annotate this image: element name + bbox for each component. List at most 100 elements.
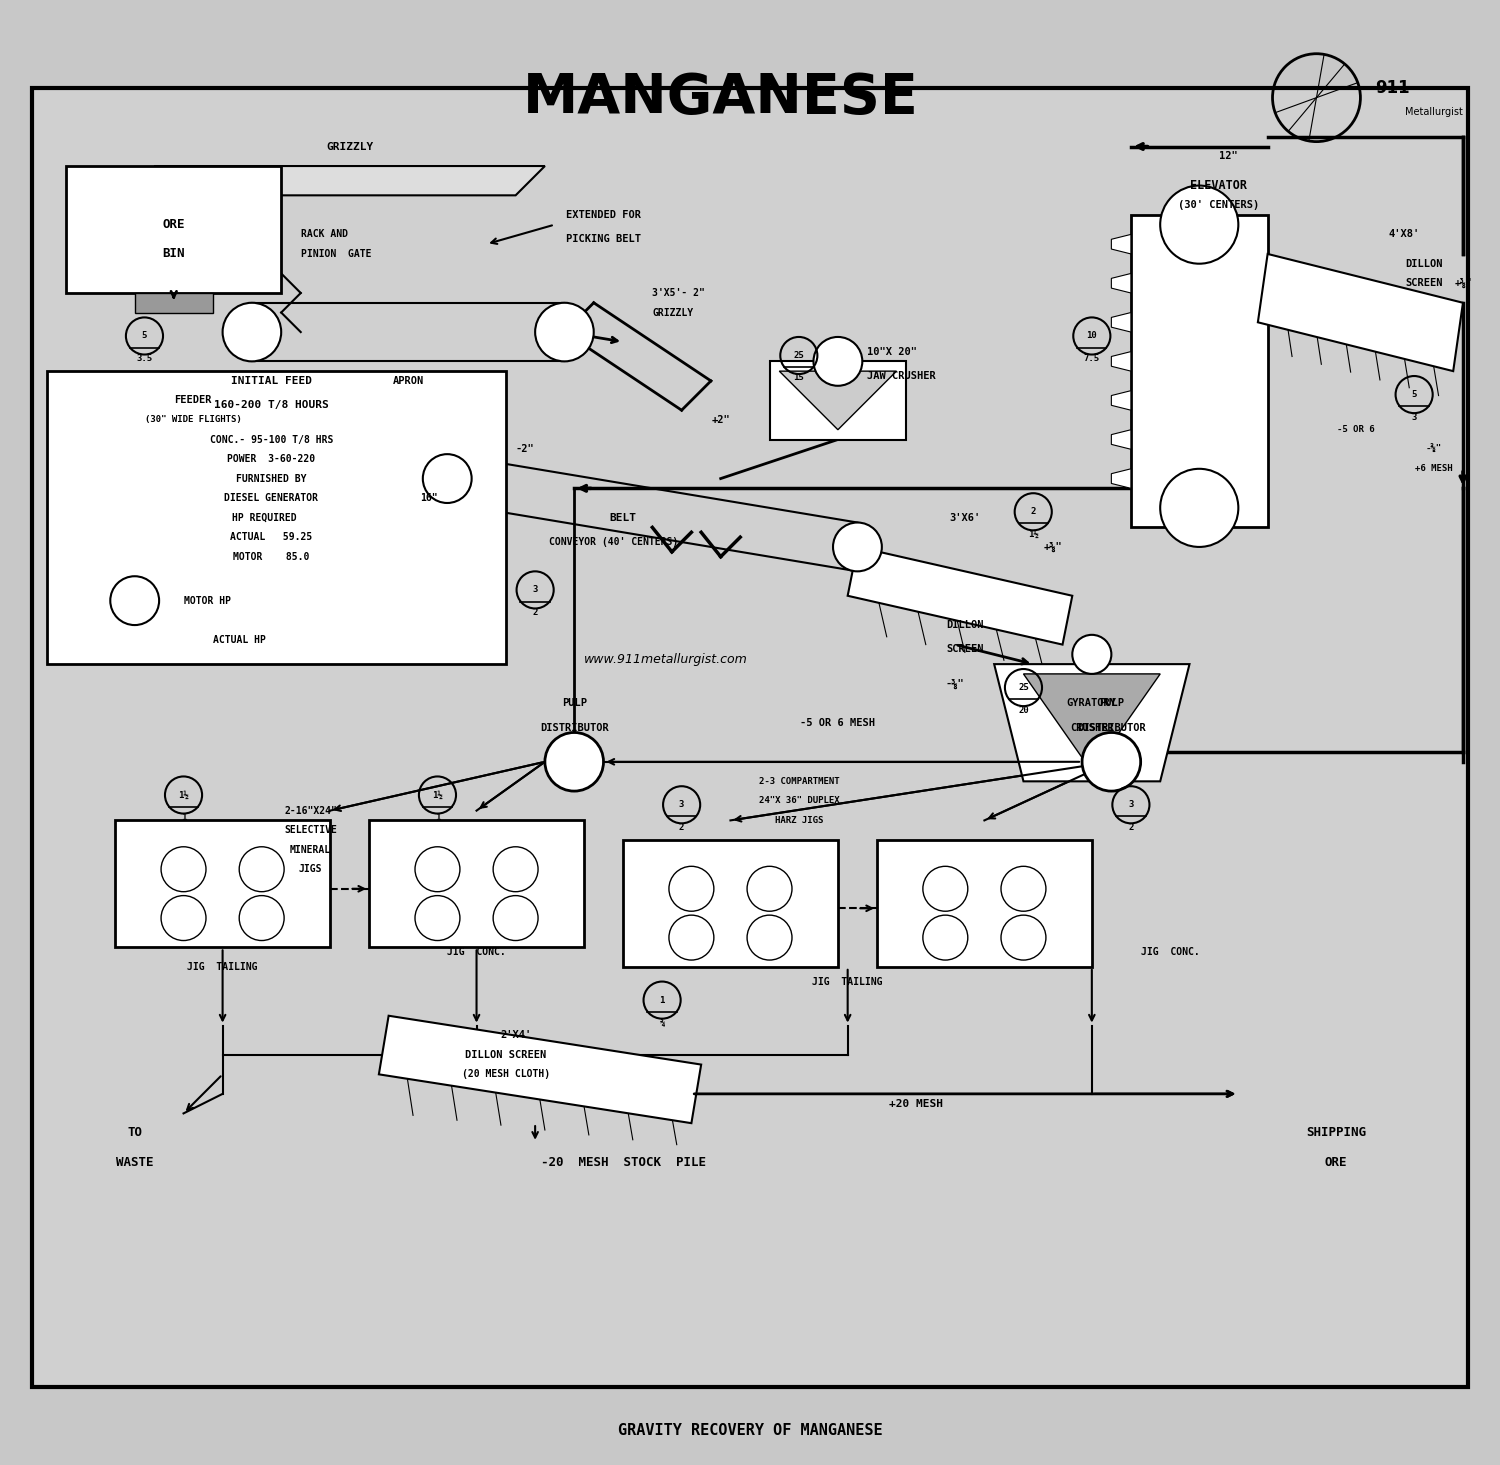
Circle shape xyxy=(813,337,862,385)
Text: 10: 10 xyxy=(1086,331,1096,340)
Text: DILLON: DILLON xyxy=(946,620,984,630)
Text: MOTOR HP: MOTOR HP xyxy=(183,596,231,605)
Bar xyxy=(66,166,280,293)
Polygon shape xyxy=(1112,469,1131,488)
Text: GRAVITY RECOVERY OF MANGANESE: GRAVITY RECOVERY OF MANGANESE xyxy=(618,1424,882,1439)
Polygon shape xyxy=(154,166,544,195)
Circle shape xyxy=(238,895,284,941)
Text: BIN: BIN xyxy=(162,248,184,261)
Circle shape xyxy=(536,303,594,362)
Bar xyxy=(770,362,906,440)
Polygon shape xyxy=(847,546,1072,645)
Text: 10"X 20": 10"X 20" xyxy=(867,347,916,356)
Text: POWER  3-60-220: POWER 3-60-220 xyxy=(228,454,315,464)
Bar xyxy=(369,820,584,948)
Circle shape xyxy=(1000,916,1045,960)
Circle shape xyxy=(1000,866,1045,911)
Circle shape xyxy=(747,866,792,911)
Circle shape xyxy=(222,303,280,362)
Text: RACK AND: RACK AND xyxy=(300,230,348,239)
Text: -5 OR 6: -5 OR 6 xyxy=(1336,425,1374,434)
Text: JIG  CONC.: JIG CONC. xyxy=(447,948,506,957)
Text: ¾: ¾ xyxy=(660,1018,664,1027)
Polygon shape xyxy=(1112,391,1131,410)
Circle shape xyxy=(238,847,284,892)
Text: 3: 3 xyxy=(680,800,684,809)
Text: 3'X5'- 2": 3'X5'- 2" xyxy=(652,289,705,297)
Text: MANGANESE: MANGANESE xyxy=(524,70,918,125)
Polygon shape xyxy=(1023,674,1160,772)
Circle shape xyxy=(669,866,714,911)
Text: +⅜": +⅜" xyxy=(1044,542,1062,552)
Text: -⅜": -⅜" xyxy=(945,678,964,689)
Text: 2-16"X24": 2-16"X24" xyxy=(284,806,338,816)
Text: 25: 25 xyxy=(1019,683,1029,691)
Text: 911: 911 xyxy=(1376,79,1410,97)
Circle shape xyxy=(747,916,792,960)
Circle shape xyxy=(416,895,460,941)
Text: -⅜": -⅜" xyxy=(1425,445,1442,454)
Text: JAW CRUSHER: JAW CRUSHER xyxy=(867,371,936,381)
Circle shape xyxy=(922,866,968,911)
Polygon shape xyxy=(780,371,897,429)
Bar xyxy=(135,293,213,312)
Circle shape xyxy=(423,454,471,502)
Text: PINION  GATE: PINION GATE xyxy=(300,249,370,259)
Bar xyxy=(622,839,839,967)
Bar xyxy=(46,371,506,664)
Text: 2: 2 xyxy=(680,823,684,832)
Polygon shape xyxy=(1258,253,1462,371)
Text: 16": 16" xyxy=(420,494,438,502)
Text: ORE: ORE xyxy=(1324,1156,1347,1169)
Text: ACTUAL   59.25: ACTUAL 59.25 xyxy=(231,532,312,542)
Polygon shape xyxy=(1112,234,1131,253)
Text: 12": 12" xyxy=(1220,151,1238,161)
Text: 3'X6': 3'X6' xyxy=(950,513,981,523)
Text: JIG  CONC.: JIG CONC. xyxy=(1140,948,1200,957)
Text: www.911metallurgist.com: www.911metallurgist.com xyxy=(584,653,747,665)
Bar xyxy=(116,820,330,948)
Polygon shape xyxy=(994,664,1190,781)
Text: 2: 2 xyxy=(1030,507,1036,516)
Text: (20 MESH CLOTH): (20 MESH CLOTH) xyxy=(462,1069,550,1080)
Text: Metallurgist: Metallurgist xyxy=(1404,107,1462,117)
Text: 1½: 1½ xyxy=(432,791,442,800)
Bar xyxy=(878,839,1092,967)
Text: SHIPPING: SHIPPING xyxy=(1306,1127,1366,1140)
Polygon shape xyxy=(1112,312,1131,333)
Text: WASTE: WASTE xyxy=(116,1156,153,1169)
Text: DILLON SCREEN: DILLON SCREEN xyxy=(465,1050,546,1059)
Text: ORE: ORE xyxy=(162,218,184,231)
Text: 2-3 COMPARTMENT: 2-3 COMPARTMENT xyxy=(759,776,839,785)
Text: +2": +2" xyxy=(711,415,730,425)
Text: GRIZZLY: GRIZZLY xyxy=(326,142,374,151)
Text: 7.5: 7.5 xyxy=(1084,355,1100,363)
Circle shape xyxy=(1160,469,1239,546)
Text: PICKING BELT: PICKING BELT xyxy=(566,234,640,245)
Text: TO: TO xyxy=(128,1127,142,1140)
Circle shape xyxy=(1160,186,1239,264)
Text: APRON: APRON xyxy=(393,377,424,385)
Text: -5 OR 6 MESH: -5 OR 6 MESH xyxy=(801,718,876,728)
Circle shape xyxy=(494,895,538,941)
Text: (30" WIDE FLIGHTS): (30" WIDE FLIGHTS) xyxy=(146,416,242,425)
Text: +⅜": +⅜" xyxy=(1454,278,1472,289)
Text: DISTRIBUTOR: DISTRIBUTOR xyxy=(540,722,609,732)
Text: ACTUAL HP: ACTUAL HP xyxy=(213,634,266,645)
Circle shape xyxy=(922,916,968,960)
Text: (30' CENTERS): (30' CENTERS) xyxy=(1178,201,1260,209)
Text: GYRATORY: GYRATORY xyxy=(1066,699,1118,708)
Text: JIG  TAILING: JIG TAILING xyxy=(813,977,883,986)
Circle shape xyxy=(1072,634,1112,674)
Text: 1: 1 xyxy=(182,813,186,822)
Text: DISTRIBUTOR: DISTRIBUTOR xyxy=(1077,722,1146,732)
Polygon shape xyxy=(1112,274,1131,293)
Text: SCREEN: SCREEN xyxy=(1406,278,1443,289)
Polygon shape xyxy=(1112,352,1131,371)
Circle shape xyxy=(669,916,714,960)
Text: PULP: PULP xyxy=(561,699,586,708)
Text: EXTENDED FOR: EXTENDED FOR xyxy=(566,209,640,220)
Text: DIESEL GENERATOR: DIESEL GENERATOR xyxy=(225,494,318,502)
Text: 1½: 1½ xyxy=(1028,530,1038,539)
Text: SELECTIVE: SELECTIVE xyxy=(284,825,338,835)
